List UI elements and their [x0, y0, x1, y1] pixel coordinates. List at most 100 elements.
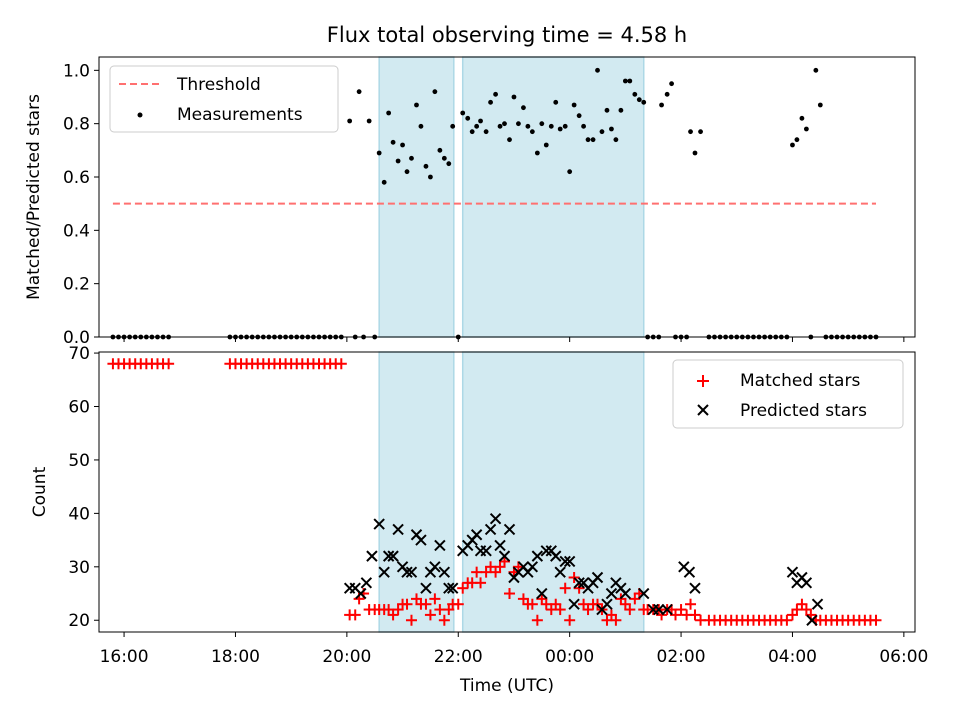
measurement-point	[571, 102, 577, 108]
predicted-star-point	[689, 582, 701, 594]
measurement-point	[599, 129, 605, 135]
matched-star-point	[624, 604, 636, 616]
measurement-point	[576, 113, 582, 119]
measurement-point	[381, 179, 387, 185]
legend-predicted-label: Predicted stars	[740, 401, 867, 421]
measurement-point	[534, 150, 540, 156]
bottom-legend: Matched stars Predicted stars	[672, 359, 904, 429]
matched-star-point	[485, 561, 497, 573]
matched-star-point	[526, 598, 538, 610]
measurement-point	[446, 161, 452, 167]
bottom-x-ticks: 16:00 18:00 20:00 22:00 00:00 02:00 04:00 06:00	[100, 632, 928, 667]
top-y-ticks: 0.0 0.2 0.4 0.6 0.8 1.0	[63, 61, 99, 348]
measurement-point	[511, 94, 517, 100]
measurement-point	[516, 121, 521, 127]
measurement-point	[483, 129, 489, 135]
matched-star-point	[564, 614, 576, 626]
measurement-point	[386, 110, 392, 116]
measurement-point	[428, 174, 433, 180]
measurement-point	[553, 99, 559, 105]
matched-star-point	[424, 609, 436, 621]
top-shaded-intervals	[378, 56, 645, 338]
measurement-point	[669, 81, 674, 87]
measurement-point	[521, 105, 526, 111]
legend-predicted-swatch	[697, 404, 709, 416]
matched-star-point	[689, 609, 701, 621]
predicted-star-point	[366, 550, 378, 562]
y-tick-label: 50	[68, 451, 90, 471]
matched-star-point	[540, 598, 552, 610]
predicted-star-point	[554, 566, 566, 578]
predicted-star-point	[563, 555, 576, 568]
x-tick-label: 04:00	[768, 647, 817, 667]
predicted-star-point	[480, 545, 492, 557]
measurement-point	[395, 158, 401, 164]
shaded-interval	[461, 351, 645, 633]
predicted-star-point	[568, 598, 580, 610]
predicted-star-point	[382, 550, 395, 562]
predicted-star-point	[498, 550, 511, 562]
measurement-point	[698, 129, 703, 135]
measurement-point	[543, 142, 549, 148]
predicted-star-point	[415, 534, 427, 546]
bottom-y-axis-label: Count	[30, 466, 50, 517]
measurement-point	[460, 110, 466, 116]
matched-star-point	[675, 604, 687, 616]
measurement-point	[613, 137, 619, 143]
matched-star-point	[420, 598, 432, 610]
predicted-star-point	[536, 587, 548, 600]
bottom-axes-frame	[98, 351, 916, 633]
y-tick-label: 0.2	[63, 275, 90, 295]
matched-star-point	[531, 614, 543, 626]
matched-star-point	[335, 358, 347, 370]
measurement-point	[474, 123, 480, 129]
measurement-point	[437, 147, 443, 153]
x-tick-label: 16:00	[100, 647, 149, 667]
measurement-point	[609, 126, 614, 132]
predicted-star-point	[434, 539, 446, 552]
predicted-star-point	[392, 523, 404, 536]
matched-star-point	[559, 582, 571, 594]
legend-measurements-label: Measurements	[177, 105, 303, 125]
measurement-point	[465, 115, 471, 121]
predicted-star-point	[619, 587, 632, 600]
predicted-star-point	[484, 523, 497, 536]
measurement-point	[488, 99, 493, 105]
measurement-point	[557, 126, 563, 132]
y-tick-label: 60	[68, 398, 90, 418]
y-tick-label: 40	[68, 504, 90, 524]
matched-star-point	[349, 609, 361, 621]
measurement-point	[376, 150, 382, 156]
measurement-point	[585, 137, 591, 143]
measurement-point	[641, 99, 647, 105]
predicted-star-point	[683, 566, 696, 578]
measurement-point	[493, 91, 498, 97]
measurement-point	[390, 139, 396, 145]
y-tick-label: 30	[68, 558, 90, 578]
measurement-point	[414, 102, 419, 108]
measurement-point	[539, 121, 545, 127]
measurement-point	[590, 137, 596, 143]
predicted-star-point	[573, 577, 585, 589]
predicted-star-point	[489, 513, 502, 525]
measurement-point	[409, 155, 414, 161]
matched-star-point	[610, 614, 622, 626]
measurement-point	[604, 107, 610, 113]
matched-star-point	[554, 604, 566, 616]
measurement-point	[356, 89, 362, 95]
measurement-point	[478, 118, 483, 124]
measurement-point	[794, 137, 800, 143]
measurement-point	[548, 123, 554, 129]
measurement-point	[441, 155, 447, 161]
y-tick-label: 70	[68, 344, 90, 364]
matched-star-point	[685, 598, 697, 610]
measurement-point	[507, 137, 512, 143]
predicted-stars-points	[343, 513, 824, 626]
matched-star-point	[582, 604, 594, 616]
measurement-point	[595, 67, 600, 73]
bottom-shaded-intervals	[378, 351, 645, 633]
predicted-star-point	[800, 577, 813, 589]
measurement-point	[622, 78, 628, 84]
measurement-point	[469, 129, 475, 135]
